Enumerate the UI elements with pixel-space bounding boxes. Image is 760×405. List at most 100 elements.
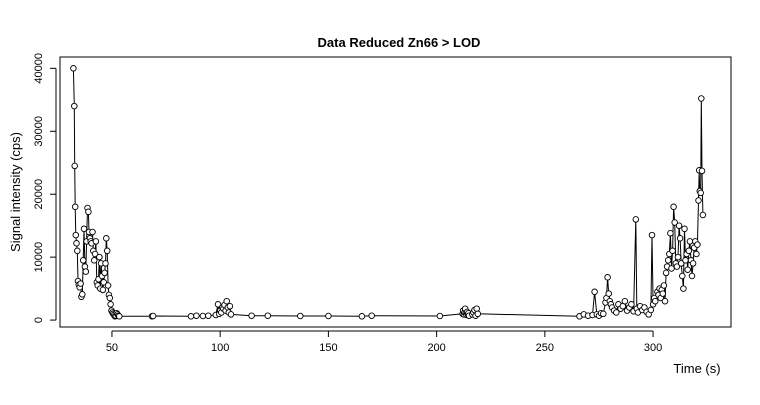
y-tick-label: 0 (33, 317, 45, 323)
data-point (149, 312, 157, 320)
y-axis-label: Signal intensity (cps) (8, 132, 23, 252)
data-point (664, 257, 672, 264)
data-point (248, 312, 255, 319)
x-tick-label: 50 (106, 342, 118, 354)
data-point (227, 311, 235, 318)
data-point (297, 312, 304, 320)
y-tick-label: 40000 (33, 53, 45, 84)
data-point (648, 231, 656, 239)
data-point (699, 211, 707, 219)
data-point (100, 279, 107, 286)
x-tick-label: 200 (427, 342, 445, 354)
x-tick-label: 100 (211, 342, 229, 354)
data-point (96, 253, 103, 261)
y-tick-label: 30000 (33, 116, 45, 147)
data-point (193, 312, 200, 319)
data-point (264, 312, 272, 319)
data-point (697, 189, 704, 197)
data-point (92, 238, 100, 245)
data-point (632, 216, 640, 223)
data-point (473, 305, 480, 312)
x-axis: 50 100 150 200 250 300 (106, 330, 662, 354)
data-point (187, 313, 195, 320)
data-point (667, 229, 674, 237)
data-point (71, 162, 78, 170)
data-point (660, 282, 668, 289)
data-point (668, 265, 675, 272)
data-point (101, 269, 108, 277)
data-point (613, 309, 620, 316)
x-tick-label: 250 (536, 342, 554, 354)
data-point (103, 247, 111, 255)
data-point (77, 280, 84, 287)
data-point (689, 260, 697, 267)
data-point (103, 235, 110, 242)
data-point (647, 306, 655, 314)
data-point (226, 302, 234, 310)
data-point (651, 297, 659, 305)
data-point (214, 301, 222, 308)
plot-area (59, 56, 732, 328)
data-point (680, 285, 687, 292)
data-point (681, 225, 688, 233)
data-point (695, 197, 702, 204)
data-point (677, 260, 685, 267)
data-point (671, 219, 678, 226)
y-axis: 0 10000 20000 30000 40000 (33, 53, 57, 323)
data-point (684, 266, 691, 273)
data-point (223, 297, 230, 305)
data-point (205, 312, 212, 319)
x-tick-label: 150 (319, 342, 337, 354)
data-point (199, 312, 207, 320)
data-point (107, 301, 114, 308)
data-point (102, 260, 109, 267)
data-point (688, 272, 696, 280)
data-point (661, 297, 669, 305)
data-point (600, 310, 607, 318)
data-point (99, 286, 107, 294)
data-point (679, 272, 686, 280)
data-point (676, 235, 684, 242)
data-point (90, 257, 98, 264)
data-point (669, 247, 676, 255)
data-point (72, 231, 80, 239)
data-point (106, 294, 114, 302)
data-point (104, 282, 112, 289)
data-point (79, 257, 87, 264)
data-point (474, 310, 482, 318)
data-point (74, 247, 81, 255)
data-point (325, 312, 332, 320)
data-point (659, 290, 667, 297)
data-point (662, 269, 670, 277)
data-point (71, 102, 78, 110)
data-series (70, 65, 707, 320)
x-tick-label: 300 (644, 342, 662, 354)
y-tick-label: 20000 (33, 179, 45, 210)
y-axis-ticks: 0 10000 20000 30000 40000 (33, 53, 56, 323)
data-point (698, 95, 705, 102)
data-point (73, 240, 80, 247)
data-point (85, 208, 92, 216)
data-point (605, 290, 612, 297)
plot-frame (59, 56, 732, 328)
data-point (685, 247, 693, 255)
data-point (116, 313, 123, 320)
data-point (91, 250, 99, 258)
data-point (591, 288, 598, 296)
data-point (89, 228, 96, 236)
data-point (673, 263, 681, 270)
data-point (368, 312, 375, 319)
data-point (675, 222, 683, 229)
data-point (674, 253, 682, 261)
data-point (70, 65, 77, 72)
data-point (436, 312, 444, 320)
data-point (686, 238, 694, 245)
data-point (80, 225, 88, 233)
data-point (682, 257, 689, 264)
x-axis-ticks: 50 100 150 200 250 300 (106, 331, 662, 354)
x-axis-label: Time (s) (673, 361, 720, 376)
chart-title: Data Reduced Zn66 > LOD (318, 35, 481, 50)
data-point (698, 167, 706, 175)
